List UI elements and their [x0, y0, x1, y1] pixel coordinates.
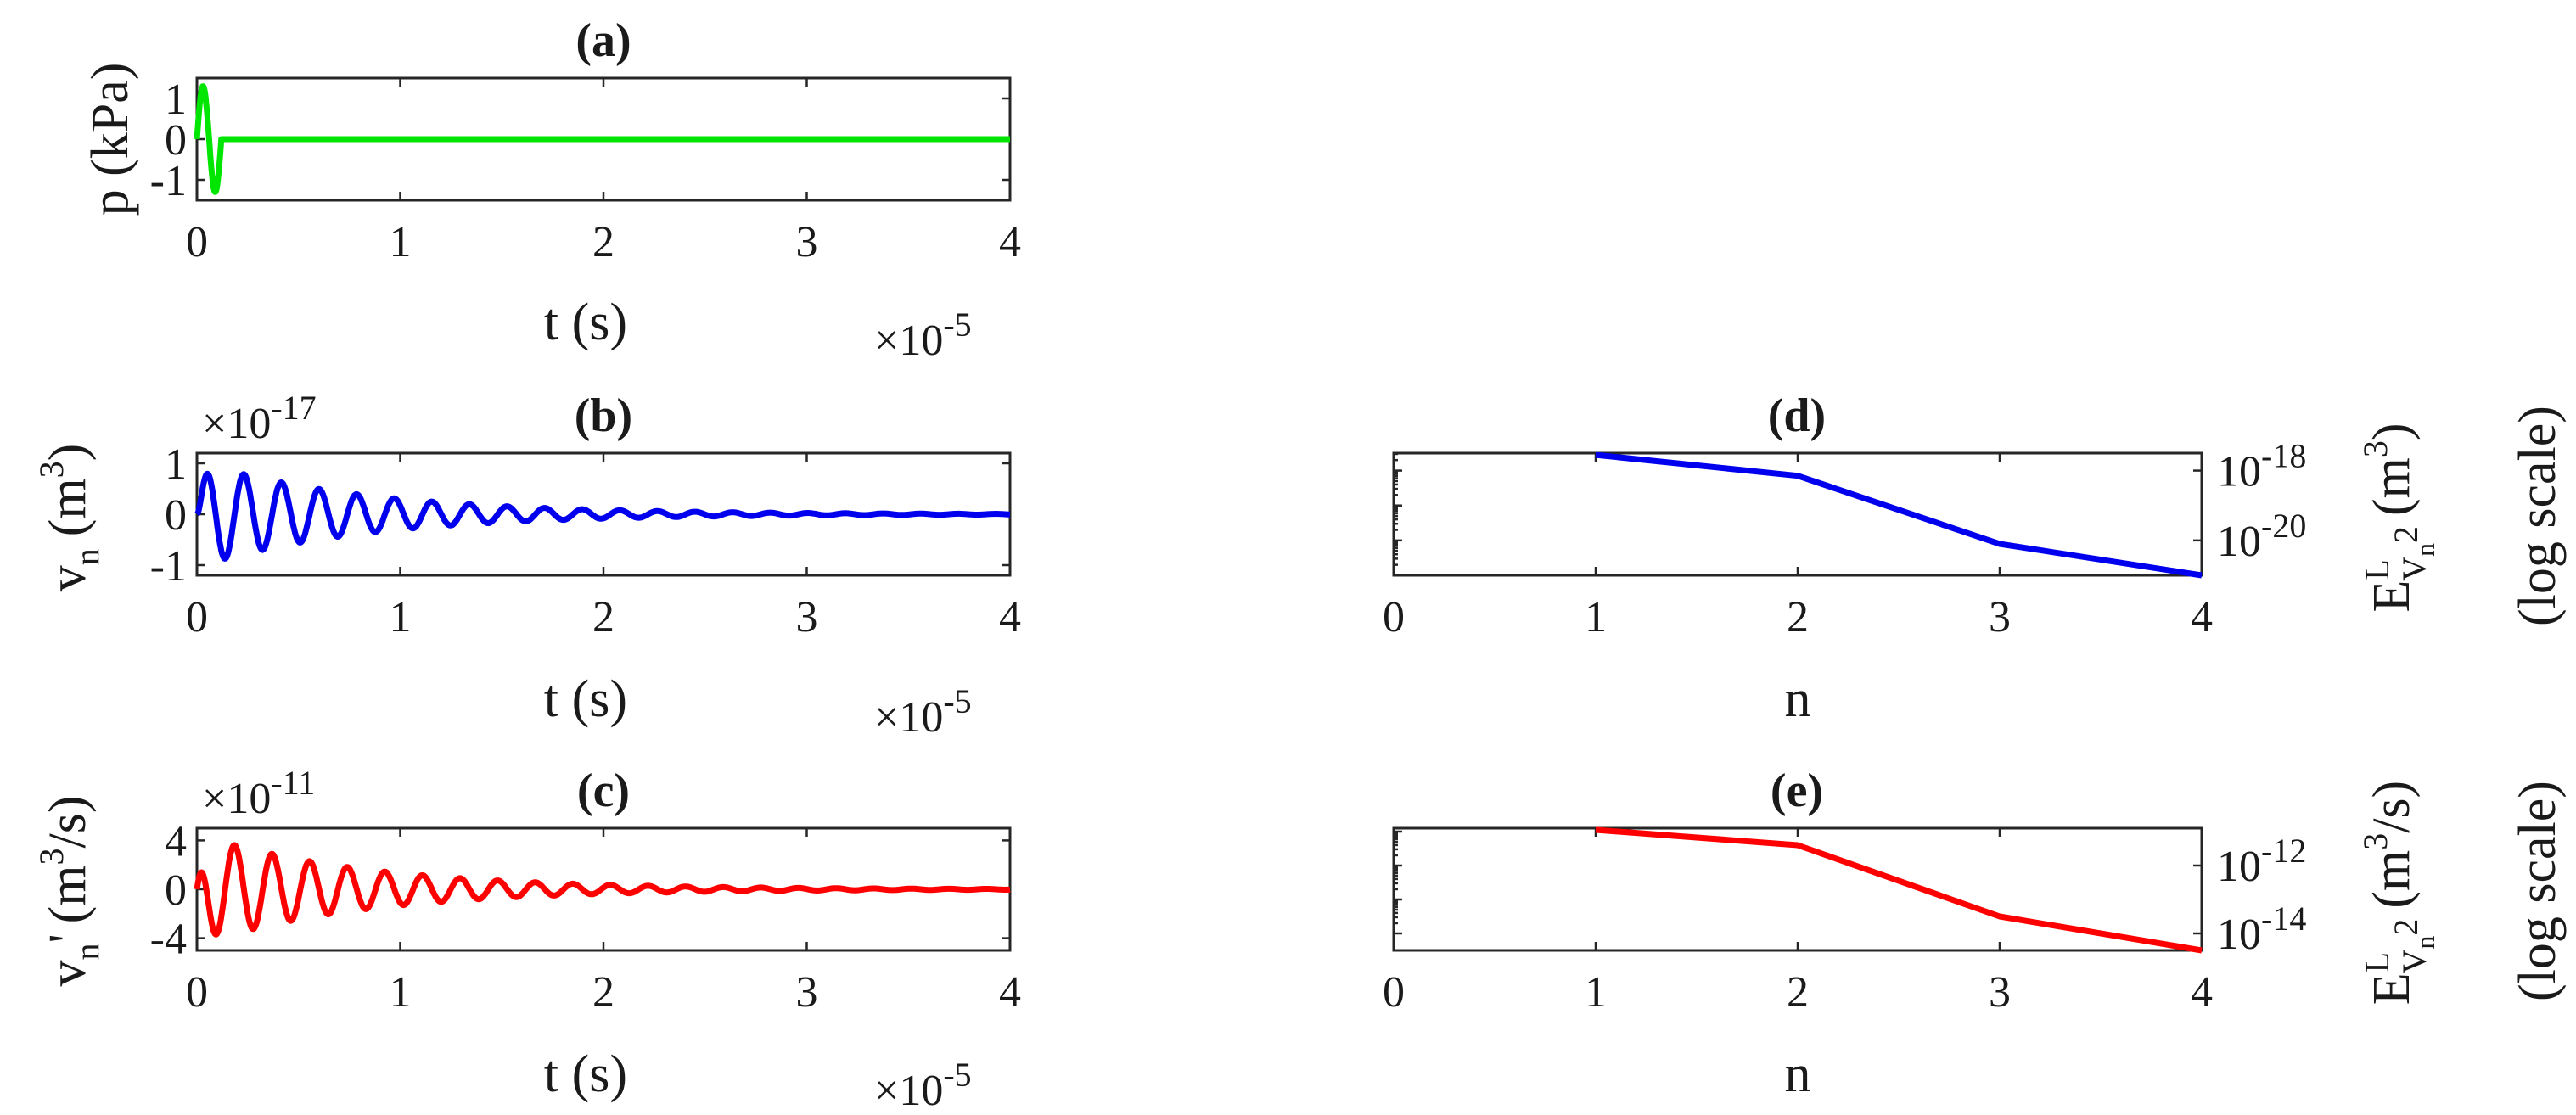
- panel-b-x-tick-label: 4: [999, 593, 1021, 642]
- panel-c-y-multiplier: ×10-11: [202, 764, 315, 823]
- panel-e-series-line: [1595, 826, 2203, 954]
- panel-e-y-tick-label: 10-12: [2217, 832, 2306, 891]
- panel-d-x-tick-label: 0: [1383, 593, 1405, 642]
- panel-e-y-tick-label: 10-14: [2217, 899, 2306, 959]
- panel-c-x-tick-label: 3: [796, 968, 818, 1017]
- panel-a-y-tick-label: -1: [150, 157, 187, 205]
- panel-e-y-ticks: 10-12 10-14: [1394, 830, 2306, 959]
- panel-d: (d) 10-18 10-20 0 1 2 3 4 n ELVn2(m3) (log sc…: [1383, 389, 2567, 728]
- panel-a-x-tick-label: 0: [186, 218, 208, 266]
- panel-c-y-tick-label: -4: [150, 916, 187, 964]
- panel-c-x-tick-label: 4: [999, 968, 1021, 1017]
- panel-a-x-ticks: 0 1 2 3 4: [186, 78, 1021, 266]
- panel-e-title: (e): [1771, 765, 1823, 817]
- panel-c-x-tick-label: 1: [390, 968, 412, 1017]
- panel-d-y-ticks: 10-18 10-20: [1394, 437, 2306, 577]
- panel-a-y-tick-label: 0: [165, 116, 187, 165]
- panel-b-y-multiplier: ×10-17: [202, 389, 317, 448]
- panel-c-y-label: vn'(m3/s): [32, 795, 106, 986]
- panel-c-x-tick-label: 2: [592, 968, 615, 1017]
- panel-c-series-line: [194, 842, 1013, 938]
- panel-b-y-label: vn(m3): [32, 444, 106, 592]
- panel-e-y-label-note: (log scale): [2509, 781, 2567, 1001]
- panel-b-x-multiplier: ×10-5: [874, 682, 972, 742]
- panel-e-points: [1595, 829, 2203, 951]
- panel-e-x-tick-label: 2: [1787, 968, 1809, 1017]
- panel-d-x-tick-label: 3: [1989, 593, 2011, 642]
- panel-e-x-tick-label: 1: [1585, 968, 1607, 1017]
- panel-d-y-tick-label: 10-20: [2217, 507, 2306, 566]
- panel-b-y-tick-label: 1: [165, 440, 187, 489]
- panel-a-x-tick-label: 2: [592, 218, 615, 266]
- panel-e-x-label: n: [1785, 1045, 1811, 1103]
- panel-c-y-tick-label: 4: [165, 817, 187, 866]
- panel-a-x-label: t (s): [544, 294, 627, 351]
- panel-b-x-tick-label: 3: [796, 593, 818, 642]
- panel-d-x-tick-label: 2: [1787, 593, 1809, 642]
- panel-b-title: (b): [575, 389, 632, 442]
- panel-b-x-tick-label: 1: [390, 593, 412, 642]
- panel-c-title: (c): [577, 765, 630, 817]
- panel-d-x-label: n: [1785, 670, 1811, 728]
- panel-a-x-tick-label: 1: [390, 218, 412, 266]
- panel-a-x-tick-label: 3: [796, 218, 818, 266]
- panel-a-x-tick-label: 4: [999, 218, 1021, 266]
- panel-a-y-label: p (kPa): [81, 63, 139, 216]
- panel-a-series-line: [194, 83, 1013, 195]
- panel-d-y-label: ELVn2(m3): [2356, 423, 2440, 612]
- panel-c-x-ticks: 0 1 2 3 4: [186, 828, 1021, 1017]
- panel-c-x-label: t (s): [544, 1045, 627, 1103]
- panel-e-x-ticks: 0 1 2 3 4: [1383, 828, 2213, 1017]
- panel-a-y-tick-label: 1: [165, 76, 187, 124]
- panel-e-x-tick-label: 3: [1989, 968, 2011, 1017]
- panel-e-x-tick-label: 0: [1383, 968, 1405, 1017]
- panel-d-x-tick-label: 4: [2191, 593, 2213, 642]
- panel-a-title: (a): [575, 14, 631, 67]
- panel-d-y-tick-label: 10-18: [2217, 437, 2306, 496]
- panel-c-x-multiplier: ×10-5: [874, 1056, 972, 1115]
- panel-b-series-line: [194, 470, 1013, 562]
- panel-d-title: (d): [1768, 389, 1826, 442]
- panel-c-y-tick-label: 0: [165, 866, 187, 915]
- panel-e-x-tick-label: 4: [2191, 968, 2213, 1017]
- panel-b-x-tick-label: 2: [592, 593, 615, 642]
- panel-d-points: [1595, 454, 2203, 576]
- panel-a-x-multiplier: ×10-5: [874, 305, 972, 365]
- panel-d-y-label-note: (log scale): [2509, 406, 2567, 626]
- panel-b-y-tick-label: -1: [150, 542, 187, 591]
- panel-d-series-line: [1595, 451, 2203, 579]
- panel-e-y-label: ELVn2(m3/s): [2356, 781, 2440, 1005]
- panel-b-x-tick-label: 0: [186, 593, 208, 642]
- panel-b-x-ticks: 0 1 2 3 4: [186, 453, 1021, 642]
- panel-b-x-label: t (s): [544, 670, 627, 728]
- panel-e: (e) 10-12 10-14 0 1 2 3 4 n ELVn2(m3/s) (log …: [1383, 765, 2567, 1103]
- panel-d-x-tick-label: 1: [1585, 593, 1607, 642]
- panel-d-x-ticks: 0 1 2 3 4: [1383, 453, 2213, 642]
- panel-b-y-tick-label: 0: [165, 491, 187, 540]
- panel-c-x-tick-label: 0: [186, 968, 208, 1017]
- panel-a-y-ticks: 10-1: [150, 76, 1010, 205]
- panel-b-y-ticks: 10-1: [150, 440, 1010, 591]
